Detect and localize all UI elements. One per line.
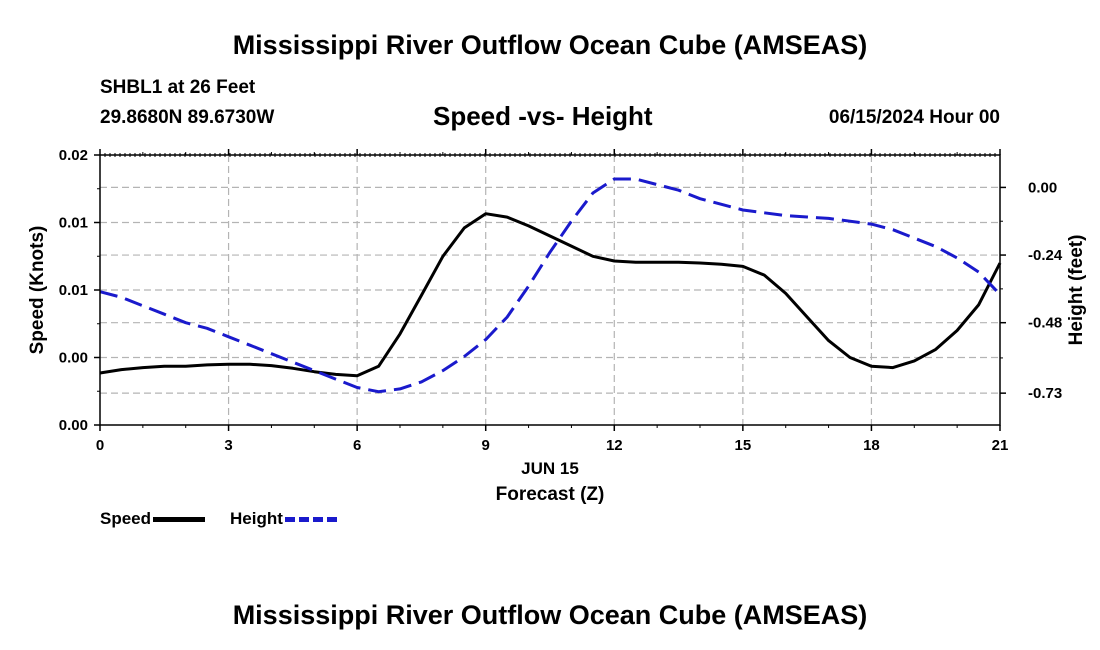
y-left-tick-label: 0.00 <box>59 417 88 434</box>
legend-item-height: Height <box>230 509 337 529</box>
grid-layer <box>100 155 1000 425</box>
y-right-tick-label: -0.48 <box>1028 315 1062 332</box>
y-right-tick-label: -0.24 <box>1028 247 1063 264</box>
y-left-tick-label: 0.01 <box>59 215 88 232</box>
x-tick-label: 18 <box>863 437 880 454</box>
series-layer <box>99 177 1002 394</box>
chart-subtitle: Speed -vs- Height <box>433 101 653 131</box>
tick-layer <box>94 149 1006 431</box>
y-right-tick-label: -0.73 <box>1028 385 1062 402</box>
station-coordinates: 29.8680N 89.6730W <box>100 107 275 128</box>
x-tick-label: 3 <box>224 437 232 454</box>
y-axis-left-title: Speed (Knots) <box>27 226 48 355</box>
plot-frame <box>99 154 1001 426</box>
x-tick-label: 9 <box>482 437 490 454</box>
chart-title: Mississippi River Outflow Ocean Cube (AM… <box>232 30 868 60</box>
legend-speed-label: Speed <box>100 509 152 528</box>
series-line-height <box>99 177 1002 394</box>
series-line-speed <box>99 212 1002 378</box>
x-tick-label: 15 <box>735 437 752 454</box>
y-right-tick-label: 0.00 <box>1028 179 1057 196</box>
legend-height-label: Height <box>230 509 283 528</box>
legend-item-speed: Speed <box>100 509 206 529</box>
legend-speed-swatch <box>153 517 206 523</box>
x-tick-label: 0 <box>96 437 104 454</box>
y-left-tick-label: 0.01 <box>59 282 88 299</box>
y-axis-right-title: Height (feet) <box>1066 235 1087 346</box>
x-axis-title: Forecast (Z) <box>496 484 605 505</box>
y-left-tick-label: 0.00 <box>59 350 88 367</box>
x-tick-label: 6 <box>353 437 361 454</box>
station-label: SHBL1 at 26 Feet <box>100 77 256 98</box>
x-tick-label: 21 <box>992 437 1009 454</box>
y-left-tick-label: 0.02 <box>59 147 88 164</box>
x-date-label: JUN 15 <box>521 459 579 478</box>
footer-title: Mississippi River Outflow Ocean Cube (AM… <box>232 600 868 630</box>
forecast-timestamp: 06/15/2024 Hour 00 <box>828 107 1000 128</box>
x-tick-label: 12 <box>606 437 623 454</box>
legend-height-swatch <box>284 517 337 523</box>
label-layer: 0 3 6 9 12 15 18 21 0.00 0.00 0.01 0.01 0.02 0.00 -0.2… <box>59 147 1063 454</box>
